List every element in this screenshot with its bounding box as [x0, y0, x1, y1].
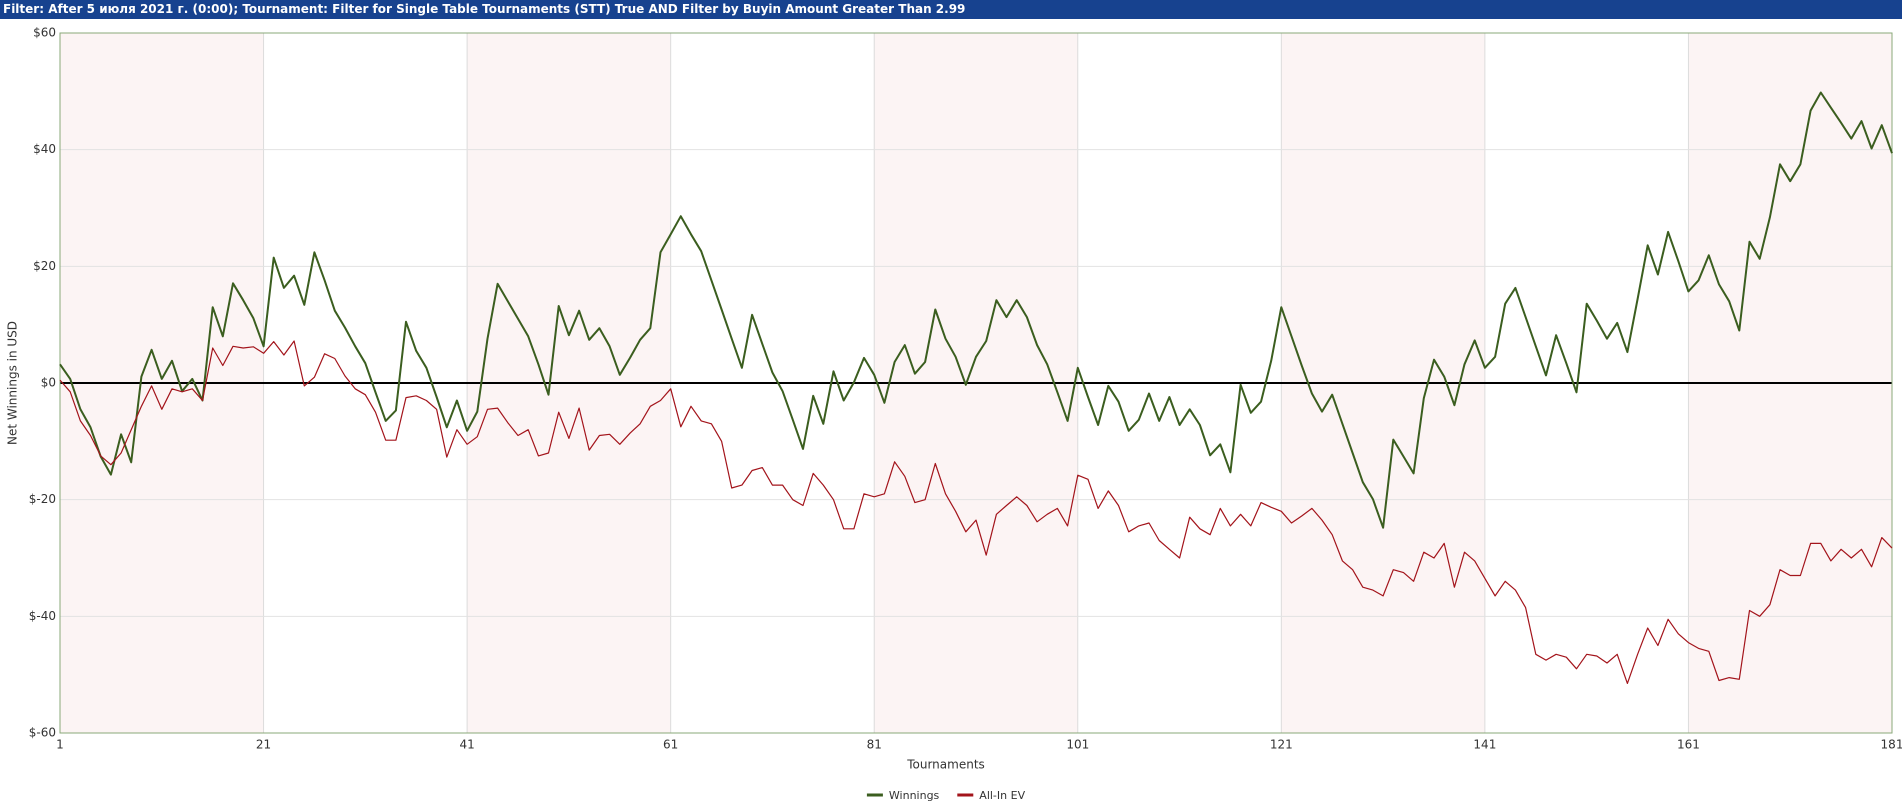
- filter-bar: Filter: After 5 июля 2021 г. (0:00); Tou…: [0, 0, 1902, 19]
- x-tick-label: 41: [459, 738, 474, 752]
- legend: Winnings All-In EV: [866, 789, 1026, 802]
- y-tick-label: $0: [41, 376, 56, 390]
- y-axis-title: Net Winnings in USD: [6, 321, 20, 445]
- series-line: [59, 91, 1893, 529]
- x-tick-label: 161: [1677, 738, 1700, 752]
- x-tick-label: 1: [56, 738, 64, 752]
- x-tick-label: 21: [256, 738, 271, 752]
- x-tick-label: 121: [1270, 738, 1293, 752]
- y-tick-label: $40: [33, 142, 56, 156]
- x-tick-label: 61: [663, 738, 678, 752]
- x-tick-label: 101: [1066, 738, 1089, 752]
- y-tick-label: $-60: [29, 726, 56, 740]
- legend-label: All-In EV: [979, 789, 1025, 802]
- y-tick-label: $20: [33, 259, 56, 273]
- y-tick-label: $-20: [29, 492, 56, 506]
- x-axis-title: Tournaments: [906, 758, 985, 772]
- y-tick-label: $-40: [29, 609, 56, 623]
- x-tick-label: 81: [867, 738, 882, 752]
- x-tick-label: 141: [1473, 738, 1496, 752]
- legend-label: Winnings: [889, 789, 940, 802]
- y-tick-label: $60: [33, 26, 56, 40]
- plot-frame: [59, 32, 1893, 734]
- series-line: [59, 340, 1893, 685]
- x-tick-label: 181: [1881, 738, 1902, 752]
